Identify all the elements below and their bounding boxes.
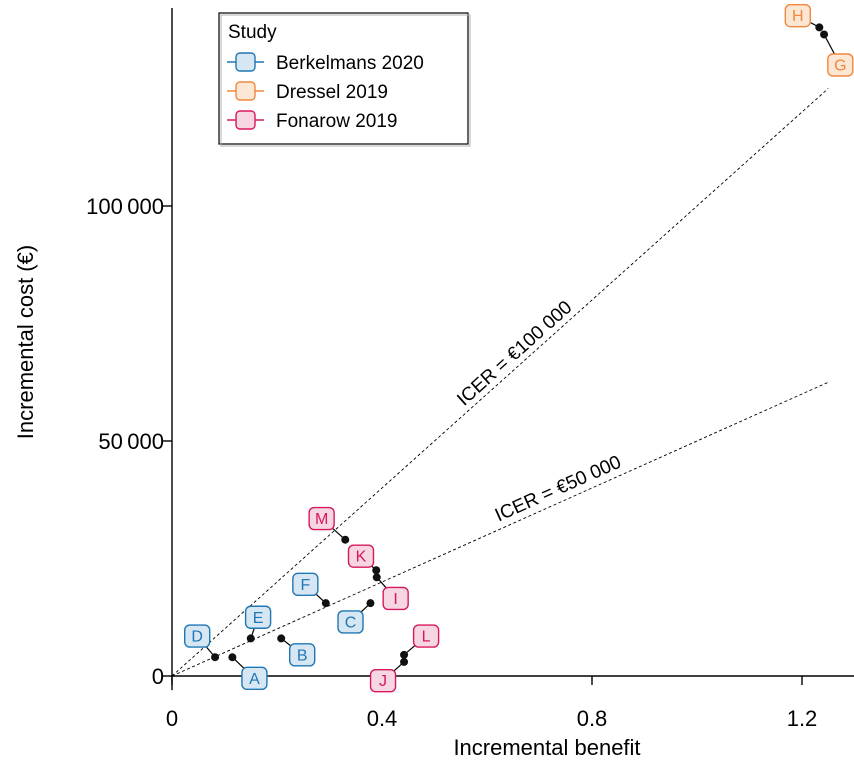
icer-label: ICER = €100 000 [453, 297, 576, 410]
x-tick-label: 0.4 [367, 706, 398, 731]
point-label-box [369, 669, 397, 693]
y-tick-label: 50 000 [98, 429, 164, 454]
data-points: A B C D E F G H I J K L M [183, 3, 854, 693]
legend-shadow [220, 14, 471, 147]
point-label: M [315, 511, 328, 528]
point-label: C [345, 614, 357, 631]
point-label-box [412, 624, 440, 648]
point-label-box [292, 572, 319, 597]
legend-frame [218, 12, 469, 145]
icer-line [171, 381, 829, 677]
icer-label: ICER = €50 000 [492, 452, 624, 527]
legend-entry-label: Dressel 2019 [276, 82, 388, 103]
point-label: L [422, 629, 431, 646]
point-label: D [191, 629, 203, 646]
legend-swatch [235, 110, 256, 130]
point-label: K [356, 549, 367, 566]
data-point [366, 599, 375, 608]
point-label-box [183, 624, 211, 648]
point-label: B [297, 647, 308, 664]
legend-swatch [235, 81, 256, 101]
axes: 0 0.4 0.8 1.2 0 50 000 100 000 Incremental bene… [13, 8, 854, 760]
point-label: E [253, 610, 264, 627]
point-label-box [784, 3, 811, 28]
y-tick-label: 100 000 [86, 194, 164, 219]
x-tick-label: 0.8 [577, 706, 608, 731]
legend-entry-label: Fonarow 2019 [276, 111, 397, 132]
data-point [400, 650, 409, 659]
point-label-box [347, 544, 375, 568]
point-label-box [827, 53, 854, 77]
point-label: A [249, 671, 260, 688]
point-label-box [241, 666, 268, 691]
y-tick-label: 0 [152, 664, 164, 689]
data-point [372, 566, 381, 575]
data-point [400, 657, 409, 666]
point-label: F [300, 577, 310, 594]
point-label-box [244, 605, 272, 629]
reference-lines: ICER = €100 000 ICER = €50 000 [171, 88, 829, 677]
icer-line [171, 88, 829, 677]
point-label-box [382, 586, 409, 611]
legend-swatch [235, 52, 256, 72]
data-point [341, 535, 350, 544]
data-point [321, 599, 330, 608]
data-point [820, 30, 829, 39]
x-tick-label: 1.2 [787, 706, 818, 731]
point-label: G [834, 58, 846, 75]
data-point [277, 634, 286, 643]
point-label: J [379, 673, 387, 690]
legend-entry-label: Berkelmans 2020 [276, 53, 424, 74]
data-point [211, 653, 220, 662]
point-label-box [337, 610, 364, 634]
point-label: H [792, 8, 804, 25]
legend: Study Berkelmans 2020 Dressel 2019 Fonarow … [218, 12, 471, 147]
data-point [815, 23, 824, 32]
x-axis-title: Incremental benefit [453, 735, 640, 760]
legend-title: Study [228, 22, 277, 43]
point-label-box [308, 506, 335, 531]
x-tick-label: 0 [166, 706, 178, 731]
y-axis-title: Incremental cost (€) [13, 245, 38, 439]
data-point [228, 653, 237, 662]
point-label-box [289, 643, 316, 667]
data-point [372, 573, 381, 582]
data-point [246, 634, 255, 643]
point-label: I [393, 591, 397, 608]
